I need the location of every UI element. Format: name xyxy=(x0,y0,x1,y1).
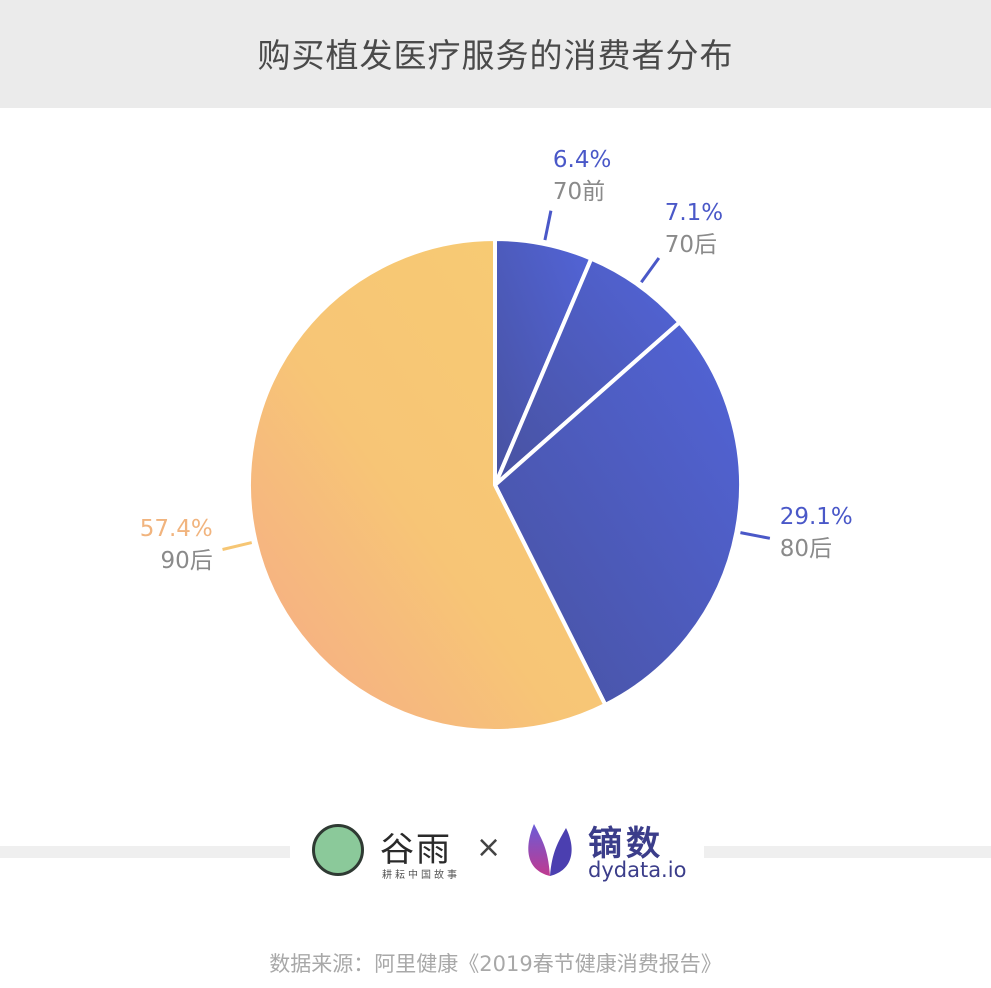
leader-line-90后 xyxy=(222,541,253,551)
logo-separator: × xyxy=(476,830,502,865)
footer-band-left xyxy=(0,846,290,858)
data-label-value-80后: 29.1% xyxy=(780,504,853,530)
pie-slice-90后 xyxy=(247,236,608,733)
footer-band-right xyxy=(704,846,991,858)
pie-slice-70后 xyxy=(493,255,683,487)
title-band xyxy=(0,0,991,108)
data-source: 数据来源：阿里健康《2019春节健康消费报告》 xyxy=(269,952,722,976)
data-label-value-70后: 7.1% xyxy=(665,200,723,226)
dydata-logo-url: dydata.io xyxy=(588,858,687,882)
logo-bar: 谷雨 耕耘中国故事 × 镝数 dydata.io xyxy=(300,808,700,888)
leader-line-70前 xyxy=(543,210,553,241)
data-label-category-70前: 70前 xyxy=(553,179,605,205)
dydata-butterfly-icon xyxy=(528,824,572,876)
pie-chart: 6.4% 70前 7.1% 70后 29.1% 80后 57.4% 90后 xyxy=(140,147,853,733)
data-label-category-70后: 70后 xyxy=(665,232,717,258)
pie-slice-80后 xyxy=(492,319,743,708)
data-label-value-70前: 6.4% xyxy=(553,147,611,173)
guyu-logo-text: 谷雨 xyxy=(380,830,452,870)
guyu-bird-icon xyxy=(312,824,364,876)
guyu-logo-subtitle: 耕耘中国故事 xyxy=(382,870,460,881)
chart-title: 购买植发医疗服务的消费者分布 xyxy=(257,36,734,75)
leader-line-70后 xyxy=(640,257,661,284)
data-label-category-80后: 80后 xyxy=(780,536,832,562)
dydata-logo-text: 镝数 xyxy=(588,824,664,864)
data-label-category-90后: 90后 xyxy=(161,548,213,574)
data-label-value-90后: 57.4% xyxy=(140,516,213,542)
leader-line-80后 xyxy=(740,531,771,540)
